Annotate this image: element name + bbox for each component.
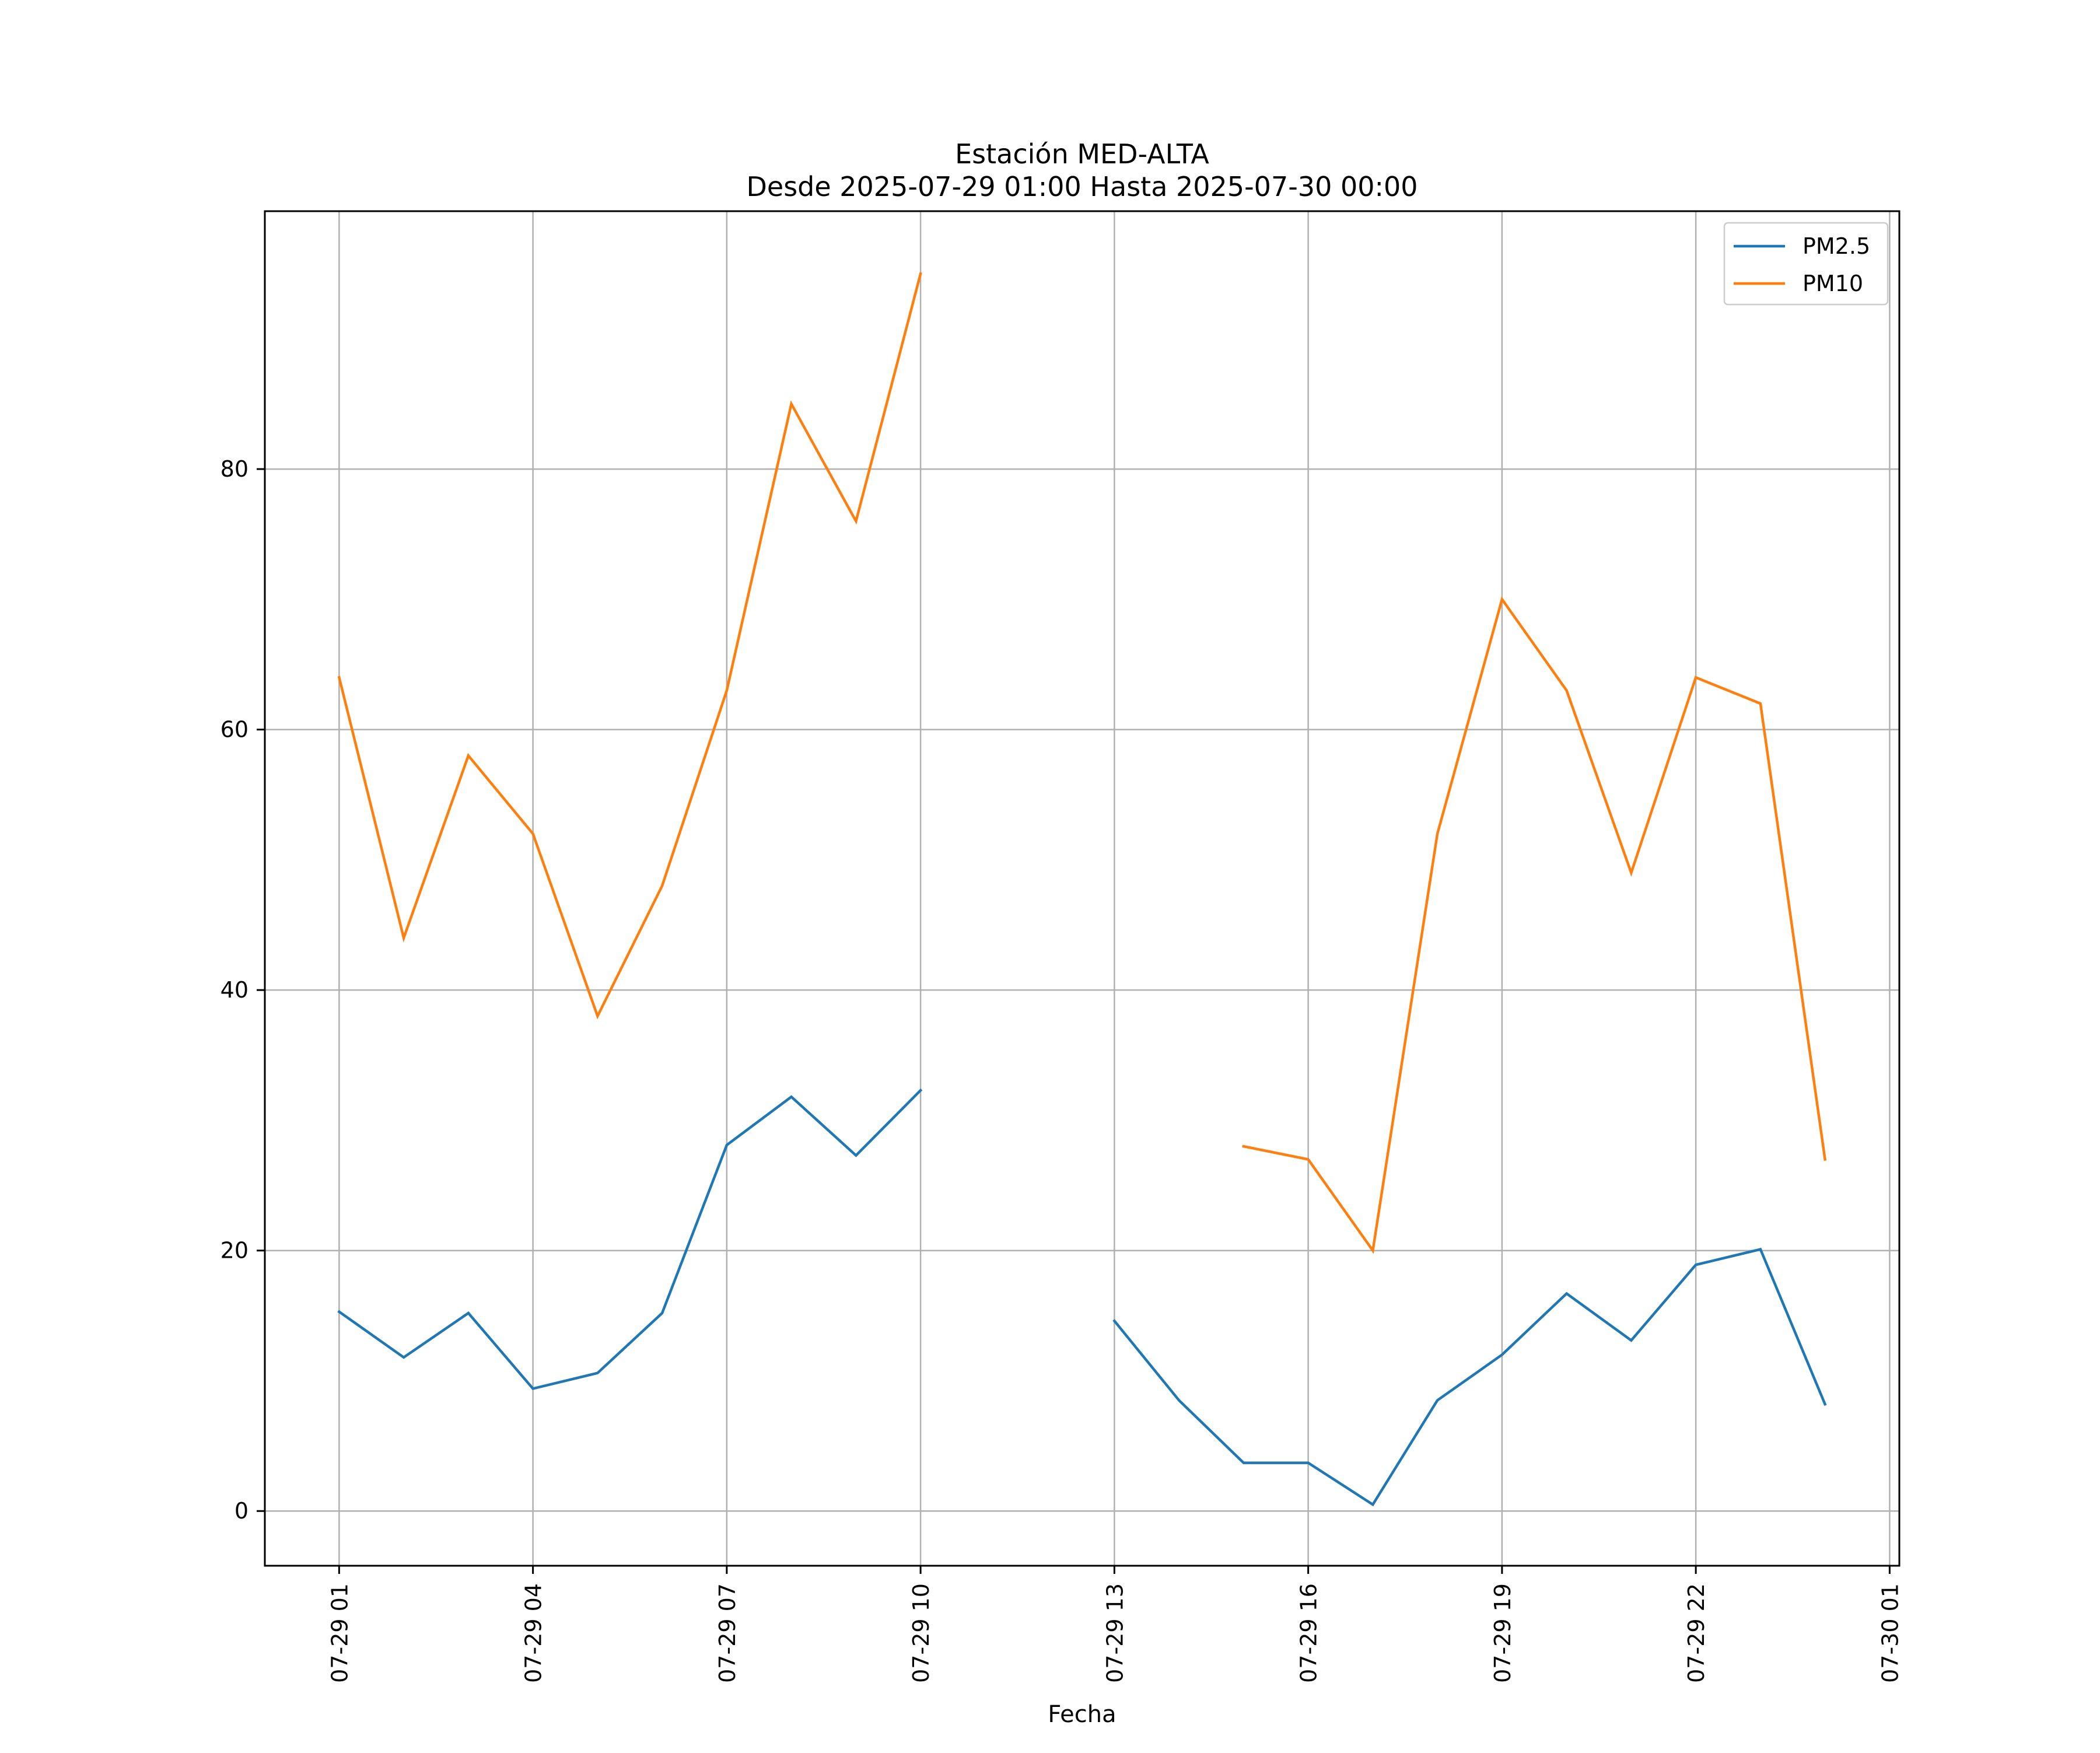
- x-tick-label: 07-29 13: [1102, 1583, 1128, 1683]
- x-axis-ticks: 07-29 01 07-29 04 07-29 07 07-29 10 07-29 13…: [327, 1566, 1903, 1683]
- x-tick-label: 07-29 07: [715, 1583, 740, 1683]
- x-tick-label: 07-29 01: [327, 1583, 352, 1683]
- x-tick-label: 07-29 10: [908, 1583, 934, 1683]
- y-tick-label: 60: [220, 717, 249, 743]
- legend-label: PM2.5: [1803, 233, 1870, 259]
- plot-frame: [264, 210, 1901, 1567]
- series-lines: [337, 272, 1827, 1507]
- x-tick-label: 07-29 22: [1684, 1583, 1709, 1683]
- x-axis-label: Fecha: [1048, 1701, 1116, 1728]
- y-axis-ticks: 0 20 40 60 80: [220, 456, 265, 1524]
- chart-title: Estación MED-ALTA: [955, 138, 1209, 170]
- grid-lines: [265, 211, 1899, 1566]
- series-line-0: [337, 1088, 1827, 1507]
- y-tick-label: 80: [220, 456, 249, 482]
- series-line-1: [337, 272, 1827, 1254]
- chart-subtitle: Desde 2025-07-29 01:00 Hasta 2025-07-30 …: [746, 171, 1418, 202]
- y-tick-label: 20: [220, 1238, 249, 1264]
- legend-label: PM10: [1803, 271, 1863, 296]
- y-tick-label: 0: [235, 1498, 249, 1524]
- x-tick-label: 07-29 16: [1296, 1583, 1322, 1683]
- x-tick-label: 07-29 04: [521, 1583, 547, 1683]
- y-tick-label: 40: [220, 977, 249, 1003]
- x-tick-label: 07-30 01: [1877, 1583, 1903, 1683]
- legend: PM2.5 PM10: [1723, 222, 1889, 306]
- x-tick-label: 07-29 19: [1490, 1583, 1516, 1683]
